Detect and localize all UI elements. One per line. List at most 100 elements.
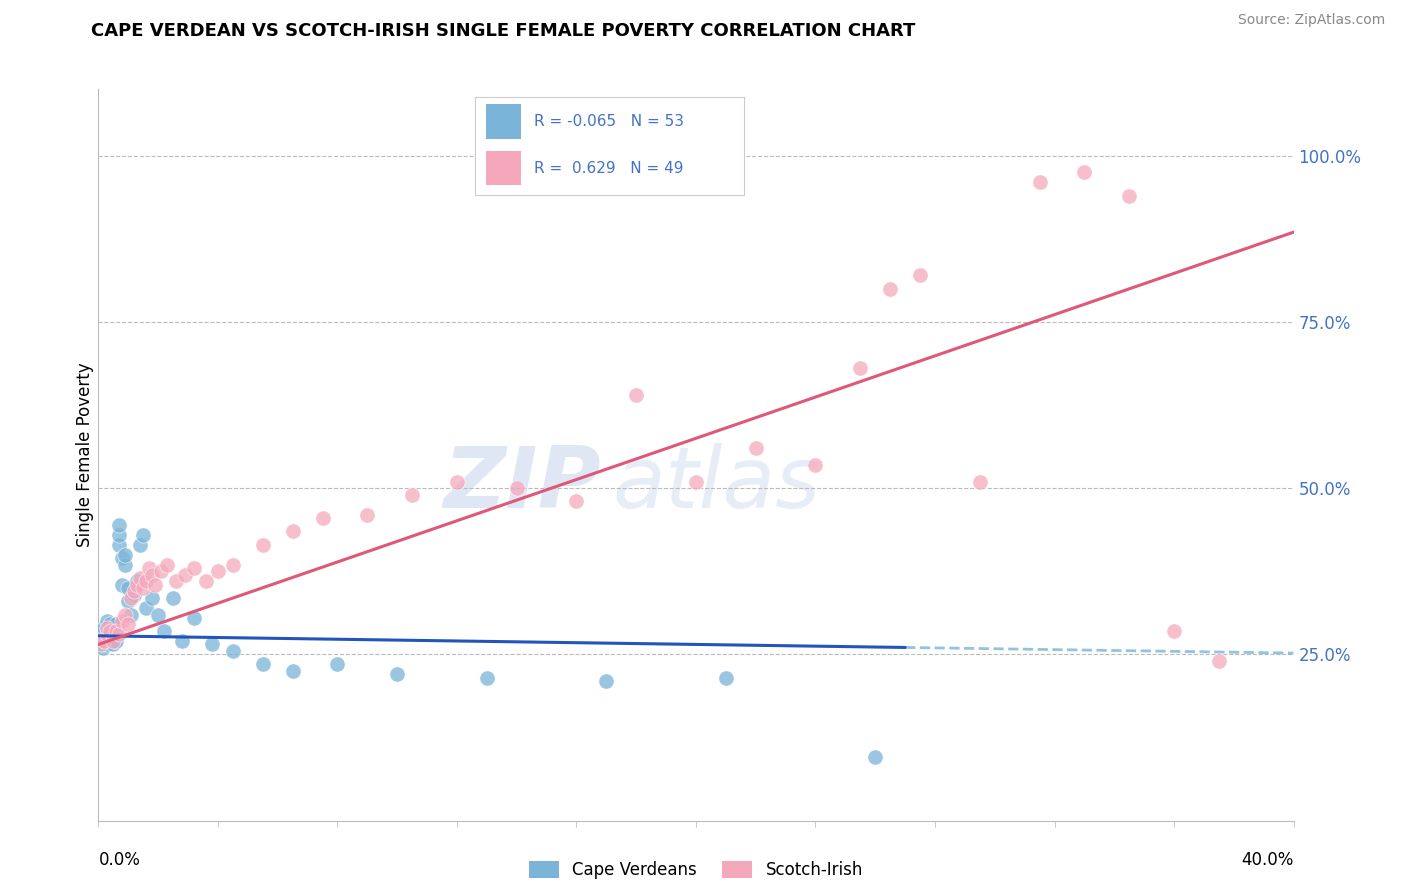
Point (745, 442, 768, 456)
Point (183, 611, 205, 625)
Point (120, 591, 142, 605)
Point (1208, 654, 1230, 668)
Point (117, 581, 139, 595)
Text: R = -0.065   N = 53: R = -0.065 N = 53 (534, 114, 685, 129)
Point (135, 600, 157, 615)
Point (141, 591, 163, 605)
Point (153, 624, 176, 639)
Point (626, 388, 648, 402)
Point (969, 475, 991, 489)
Point (385, 667, 409, 681)
Point (114, 607, 136, 622)
Point (356, 508, 378, 522)
Point (252, 657, 274, 672)
Point (401, 488, 423, 502)
Point (108, 627, 131, 641)
Point (93, 627, 115, 641)
Point (865, 750, 887, 764)
Point (252, 538, 274, 552)
Point (129, 538, 152, 552)
Text: 0.0%: 0.0% (98, 851, 141, 869)
Point (174, 567, 197, 582)
Point (89, 634, 111, 648)
Text: 40.0%: 40.0% (1241, 851, 1294, 869)
Point (124, 584, 146, 599)
Point (195, 574, 218, 589)
Point (96, 614, 118, 628)
Point (105, 624, 128, 639)
Point (111, 577, 134, 591)
Point (156, 558, 179, 572)
Point (96, 621, 118, 635)
Bar (485, 151, 520, 186)
Point (804, 458, 827, 472)
Point (129, 571, 152, 585)
Point (93, 621, 115, 635)
Point (94, 631, 117, 645)
Point (114, 548, 136, 562)
Point (103, 631, 125, 645)
Point (1163, 624, 1185, 639)
Point (326, 657, 349, 672)
Point (281, 664, 304, 678)
Point (91, 640, 114, 655)
Point (100, 624, 122, 639)
Point (207, 564, 229, 578)
Point (111, 551, 134, 566)
Point (105, 624, 128, 639)
Point (105, 617, 128, 632)
Point (172, 634, 194, 648)
Point (222, 558, 245, 572)
Point (96, 637, 118, 651)
Point (446, 475, 468, 489)
Point (90, 631, 112, 645)
Point (105, 634, 128, 648)
Point (475, 671, 498, 685)
Point (127, 574, 149, 589)
Point (685, 475, 707, 489)
Point (124, 588, 146, 602)
Point (96, 627, 118, 641)
Point (108, 527, 131, 541)
Point (96, 621, 118, 635)
Point (595, 673, 617, 688)
Point (849, 361, 872, 376)
Point (100, 634, 122, 648)
Point (108, 538, 131, 552)
Point (103, 621, 125, 635)
Point (108, 517, 131, 532)
Point (143, 577, 166, 591)
Point (165, 574, 187, 589)
Point (1028, 175, 1050, 189)
Point (908, 268, 931, 283)
Point (565, 494, 588, 508)
Point (103, 637, 125, 651)
Point (100, 624, 122, 639)
Point (311, 511, 333, 525)
Text: R =  0.629   N = 49: R = 0.629 N = 49 (534, 161, 683, 176)
Point (281, 524, 304, 539)
Point (111, 614, 134, 628)
Point (132, 527, 155, 541)
Point (222, 644, 245, 658)
Point (117, 617, 139, 632)
Point (148, 607, 170, 622)
Point (1073, 165, 1095, 179)
Point (201, 637, 224, 651)
Point (117, 594, 139, 608)
Point (93, 634, 115, 648)
Text: CAPE VERDEAN VS SCOTCH-IRISH SINGLE FEMALE POVERTY CORRELATION CHART: CAPE VERDEAN VS SCOTCH-IRISH SINGLE FEMA… (91, 22, 915, 40)
Point (162, 591, 184, 605)
Point (90, 637, 112, 651)
Point (506, 481, 529, 495)
Point (100, 617, 122, 632)
Text: Source: ZipAtlas.com: Source: ZipAtlas.com (1237, 13, 1385, 28)
Point (150, 564, 173, 578)
Point (183, 561, 205, 575)
Point (127, 577, 149, 591)
Point (120, 607, 142, 622)
Text: atlas: atlas (613, 442, 820, 525)
Point (103, 634, 125, 648)
Y-axis label: Single Female Poverty: Single Female Poverty (76, 363, 94, 547)
Point (138, 561, 160, 575)
